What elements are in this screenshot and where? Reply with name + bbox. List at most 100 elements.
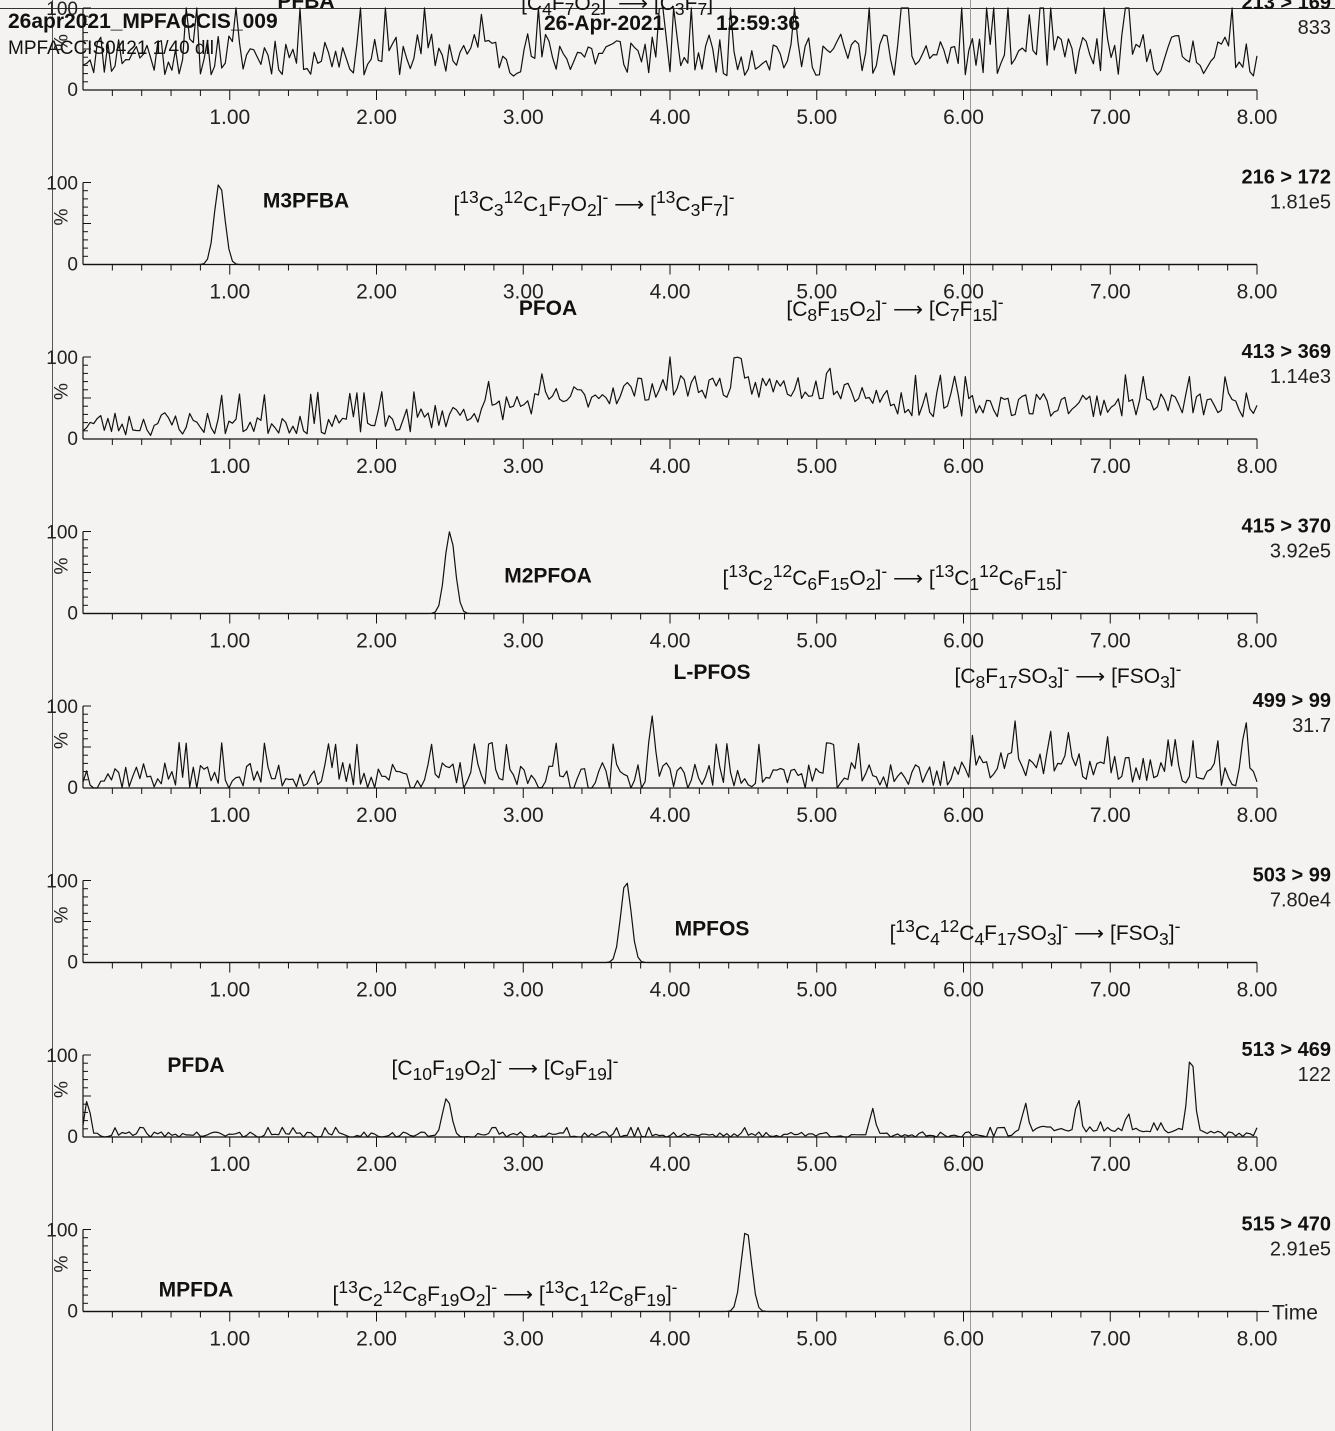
chromatogram-trace: [83, 184, 1257, 266]
x-tick-label: 5.00: [796, 1153, 837, 1176]
ion-transition-formula: [C8F15O2]- ⟶ [C7F15]-: [786, 292, 1003, 325]
x-tick-label: 7.00: [1090, 106, 1131, 129]
mrm-transition-label: 216 > 172: [1241, 167, 1331, 189]
y-axis-percent-label: %: [49, 209, 70, 226]
x-tick-label: 3.00: [503, 1328, 544, 1351]
x-tick-label: 2.00: [356, 630, 397, 653]
mrm-transition-label: 515 > 470: [1241, 1214, 1331, 1236]
y-tick-label-100: 100: [46, 174, 78, 195]
y-axis-percent-label: %: [49, 732, 70, 749]
x-tick-label: 5.00: [796, 979, 837, 1002]
x-tick-label: 6.00: [943, 979, 984, 1002]
x-tick-label: 3.00: [503, 455, 544, 478]
y-axis-percent-label: %: [49, 907, 70, 924]
y-tick-label-100: 100: [46, 697, 78, 718]
x-tick-label: 8.00: [1237, 455, 1278, 478]
compound-name: PFDA: [167, 1054, 224, 1077]
peak-apex-point: [745, 1228, 748, 1231]
chromatogram-trace: [82, 715, 1258, 789]
y-axis-percent-label: %: [49, 34, 70, 51]
x-tick-label: 2.00: [356, 979, 397, 1002]
peak-apex-point: [1076, 1096, 1079, 1099]
x-tick-label: 7.00: [1090, 281, 1131, 304]
ion-transition-formula: [13C412C4F17SO3]- ⟶ [FSO3]-: [889, 915, 1181, 949]
compound-name: MPFDA: [159, 1279, 234, 1302]
x-tick-label: 4.00: [650, 281, 691, 304]
x-tick-label: 5.00: [796, 630, 837, 653]
page-fold-line: [970, 0, 971, 1431]
intensity-label: 833: [1298, 17, 1331, 39]
x-tick-label: 2.00: [356, 1328, 397, 1351]
x-tick-label: 3.00: [503, 979, 544, 1002]
y-tick-label-100: 100: [46, 0, 78, 20]
intensity-label: 7.80e4: [1270, 890, 1331, 912]
ion-transition-formula: [13C312C1F7O2]- ⟶ [13C3F7]-: [453, 187, 734, 220]
y-tick-label-100: 100: [46, 348, 78, 369]
x-tick-label: 6.00: [943, 455, 984, 478]
ion-transition-text: [13C212C6F15O2]- ⟶ [13C112C6F15]-: [722, 560, 1068, 594]
y-tick-label-0: 0: [67, 80, 78, 101]
intensity-label: 122: [1298, 1064, 1331, 1086]
chromatogram-trace: [82, 7, 1258, 77]
chromatogram-trace: [83, 1232, 1257, 1313]
x-tick-label: 3.00: [503, 630, 544, 653]
x-tick-label: 4.00: [650, 455, 691, 478]
x-tick-label: 3.00: [503, 804, 544, 827]
mrm-transition-label: 213 > 169: [1241, 0, 1331, 14]
x-tick-label: 4.00: [650, 1153, 691, 1176]
chromatogram-trace: [83, 882, 1257, 964]
mrm-transition-label: 503 > 99: [1253, 865, 1331, 887]
y-tick-label-100: 100: [46, 1046, 78, 1067]
compound-name: M2PFOA: [504, 565, 592, 588]
compound-name: L-PFOS: [674, 661, 751, 684]
y-tick-label-0: 0: [67, 1302, 78, 1323]
x-tick-label: 1.00: [209, 281, 250, 304]
ion-transition-text: [13C212C8F19O2]- ⟶ [13C112C8F19]-: [332, 1276, 678, 1310]
x-tick-label: 1.00: [209, 1153, 250, 1176]
x-tick-label: 6.00: [943, 281, 984, 304]
ion-transition-text: [13C412C4F17SO3]- ⟶ [FSO3]-: [889, 915, 1181, 949]
x-tick-label: 2.00: [356, 1153, 397, 1176]
mrm-transition-label: 499 > 99: [1253, 690, 1331, 712]
sample-title: 26apr2021_MPFACCIS_009: [8, 10, 278, 33]
x-tick-label: 5.00: [796, 106, 837, 129]
x-tick-label: 7.00: [1090, 630, 1131, 653]
y-axis-percent-label: %: [49, 1081, 70, 1098]
chromatogram-panel-3: 100% 0 1.00 2.00 3.00 4.00 5.00 6.00 7.00 8.00 413…: [46, 292, 1331, 478]
y-axis-percent-label: %: [49, 558, 70, 575]
chromatogram-panel-2: 100% 0 1.00 2.00 3.00 4.00 5.00 6.00 7.00 8.00 216…: [46, 167, 1331, 304]
chromatogram-panel-6: 100% 0 1.00 2.00 3.00 4.00 5.00 6.00 7.00 8.00 503…: [46, 865, 1331, 1002]
x-tick-label: 7.00: [1090, 455, 1131, 478]
x-tick-label: 4.00: [650, 630, 691, 653]
mrm-transition-label: 513 > 469: [1241, 1039, 1331, 1061]
y-axis-percent-label: %: [49, 1256, 70, 1273]
x-tick-label: 8.00: [1237, 1328, 1278, 1351]
peak-apex-point: [624, 879, 627, 882]
chromatogram-panel-4: 100% 0 1.00 2.00 3.00 4.00 5.00 6.00 7.00 8.00 415…: [46, 516, 1331, 653]
x-tick-label: 5.00: [796, 804, 837, 827]
y-tick-label-100: 100: [46, 1221, 78, 1242]
y-tick-label-100: 100: [46, 872, 78, 893]
chromatogram-panel-1: 100% 0 1.00 2.00 3.00 4.00 5.00 6.00 7.00 8.00 213…: [46, 0, 1331, 129]
y-tick-label-0: 0: [67, 778, 78, 799]
y-tick-label-0: 0: [67, 255, 78, 276]
x-tick-label: 8.00: [1237, 106, 1278, 129]
compound-name: M3PFBA: [263, 190, 349, 213]
x-tick-label: 8.00: [1237, 281, 1278, 304]
x-tick-label: 7.00: [1090, 979, 1131, 1002]
compound-name: PFOA: [519, 297, 577, 320]
x-tick-label: 1.00: [209, 804, 250, 827]
intensity-label: 1.81e5: [1270, 192, 1331, 214]
chromatogram-panel-7: 100% 0 1.00 2.00 3.00 4.00 5.00 6.00 7.00 8.00 513…: [46, 1039, 1331, 1176]
ion-transition-formula: [C10F19O2]- ⟶ [C9F19]-: [392, 1051, 619, 1084]
y-tick-label-0: 0: [67, 429, 78, 450]
x-tick-label: 6.00: [943, 1328, 984, 1351]
mrm-transition-label: 415 > 370: [1241, 516, 1331, 538]
peak-apex-point: [1189, 1054, 1192, 1057]
ion-transition-formula: [13C212C6F15O2]- ⟶ [13C112C6F15]-: [722, 560, 1068, 594]
x-tick-label: 5.00: [796, 1328, 837, 1351]
x-tick-label: 3.00: [503, 1153, 544, 1176]
report-date: 26-Apr-2021: [544, 12, 665, 35]
x-tick-label: 3.00: [503, 281, 544, 304]
